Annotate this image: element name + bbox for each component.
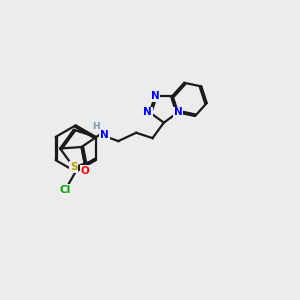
Text: H: H xyxy=(92,122,100,131)
Text: N: N xyxy=(151,91,160,101)
Text: N: N xyxy=(143,107,152,117)
Text: Cl: Cl xyxy=(59,185,70,195)
Text: N: N xyxy=(174,107,182,117)
Text: O: O xyxy=(81,166,89,176)
Text: S: S xyxy=(70,162,77,172)
Text: N: N xyxy=(100,130,109,140)
